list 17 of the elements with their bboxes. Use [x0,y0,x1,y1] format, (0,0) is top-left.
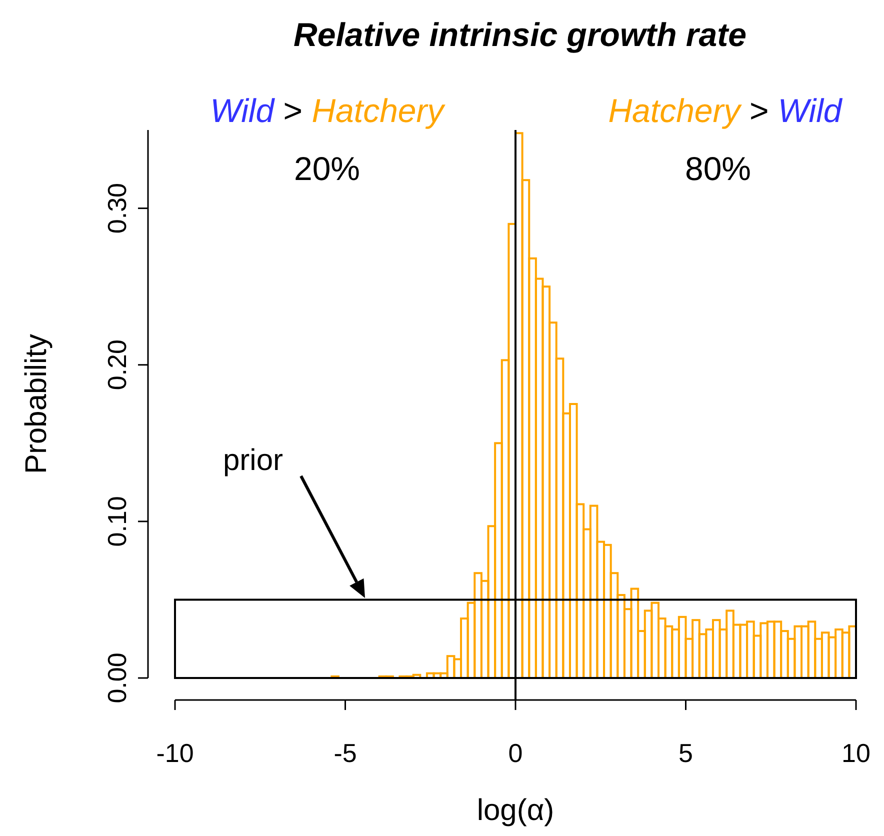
y-tick-label: 0.30 [102,182,132,234]
x-tick-label: 10 [842,738,870,768]
x-tick-label: 0 [508,738,523,768]
x-tick-label: 5 [678,738,693,768]
text: Wild > Hatchery [210,92,446,129]
annotation: 80% [684,150,752,187]
chart-title: Relative intrinsic growth rate [294,16,746,53]
x-tick-label: -5 [334,738,357,768]
x-axis-title: log(α) [476,794,554,827]
text: Hatchery > Wild [608,92,844,129]
y-tick-label: 0.00 [102,652,132,704]
y-tick-label: 0.10 [102,496,132,547]
y-axis-title: Probability [20,334,53,474]
x-tick-label: -10 [156,738,194,768]
y-tick-label: 0.20 [102,340,132,390]
annotation: 20% [294,150,360,187]
annotation: prior [222,444,284,477]
